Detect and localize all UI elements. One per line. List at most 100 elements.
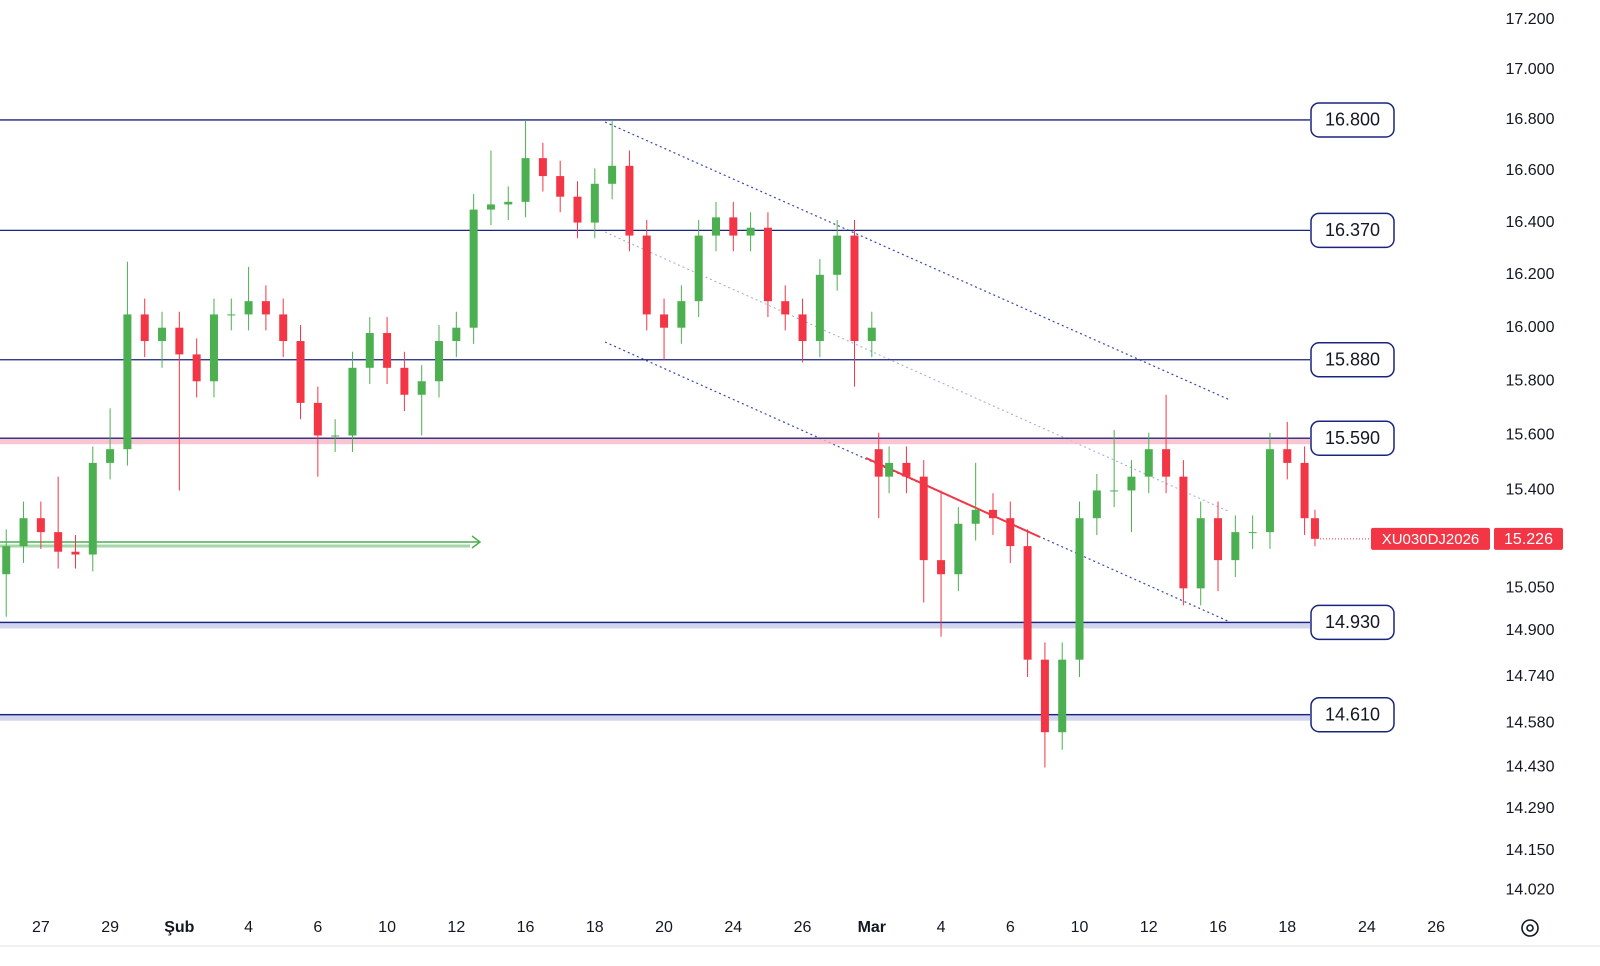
candle-body bbox=[227, 314, 236, 316]
candle-body bbox=[590, 183, 599, 223]
candle-body bbox=[867, 327, 876, 342]
candle-body bbox=[296, 341, 305, 403]
x-tick-label: Şub bbox=[164, 919, 194, 936]
x-tick-label: 26 bbox=[794, 919, 812, 936]
x-tick-label: 16 bbox=[517, 919, 535, 936]
candle-body bbox=[885, 462, 894, 477]
y-tick-label: 14.290 bbox=[1506, 800, 1555, 817]
settings-ring bbox=[1521, 919, 1539, 937]
symbol-box bbox=[1371, 527, 1490, 550]
candle-body bbox=[608, 165, 617, 184]
candle-body bbox=[1040, 659, 1049, 733]
x-tick-label: 12 bbox=[447, 919, 465, 936]
x-tick-label: 27 bbox=[32, 919, 50, 936]
candle-body bbox=[88, 462, 97, 555]
candle-body bbox=[261, 301, 270, 315]
y-tick-label: 15.400 bbox=[1506, 482, 1555, 499]
candle-body bbox=[1058, 659, 1067, 733]
candle-body bbox=[244, 301, 253, 315]
level-label-box bbox=[1310, 342, 1395, 378]
settings-hub bbox=[1526, 924, 1534, 932]
candle-body bbox=[71, 551, 80, 555]
y-tick-label: 16.200 bbox=[1506, 266, 1555, 283]
candle-body bbox=[971, 509, 980, 524]
candle-body bbox=[365, 333, 374, 368]
x-tick-label: 16 bbox=[1209, 919, 1227, 936]
level-label: 15.590 bbox=[1325, 428, 1380, 448]
level-band bbox=[0, 713, 1310, 721]
x-tick-label: 29 bbox=[101, 919, 119, 936]
x-tick-label: 10 bbox=[378, 919, 396, 936]
y-tick-label: 16.000 bbox=[1506, 319, 1555, 336]
x-tick-label: Mar bbox=[858, 919, 886, 936]
candle-body bbox=[1144, 449, 1153, 477]
level-label-box bbox=[1310, 696, 1395, 733]
y-tick-label: 14.900 bbox=[1506, 622, 1555, 639]
candle-body bbox=[798, 314, 807, 342]
last-price-box bbox=[1494, 527, 1563, 550]
candle-body bbox=[331, 435, 340, 437]
x-tick-label: 18 bbox=[1278, 919, 1296, 936]
candle-body bbox=[1231, 532, 1240, 561]
x-tick-label: 26 bbox=[1427, 919, 1445, 936]
level-label: 15.880 bbox=[1325, 350, 1380, 370]
y-tick-label: 14.020 bbox=[1506, 881, 1555, 898]
candle-body bbox=[2, 546, 11, 575]
candle-body bbox=[521, 158, 530, 202]
candle-body bbox=[313, 402, 322, 436]
channel-mid bbox=[604, 231, 1231, 513]
y-tick-label: 15.050 bbox=[1506, 580, 1555, 597]
candle-body bbox=[954, 523, 963, 575]
y-tick-label: 14.150 bbox=[1506, 842, 1555, 859]
level-label-box bbox=[1310, 420, 1395, 456]
y-tick-label: 15.800 bbox=[1506, 372, 1555, 389]
x-tick-label: 6 bbox=[1006, 919, 1015, 936]
level-band bbox=[0, 437, 1310, 445]
candle-body bbox=[919, 476, 928, 561]
candle-body bbox=[1092, 490, 1101, 519]
level-label-box bbox=[1310, 604, 1395, 641]
y-tick-label: 14.740 bbox=[1506, 668, 1555, 685]
level-label-box bbox=[1310, 212, 1395, 249]
candle-body bbox=[106, 449, 115, 463]
x-tick-label: 12 bbox=[1140, 919, 1158, 936]
y-tick-label: 16.600 bbox=[1506, 162, 1555, 179]
candle-body bbox=[556, 176, 565, 197]
candle-body bbox=[435, 341, 444, 382]
candle-body bbox=[1162, 449, 1171, 477]
x-tick-label: 18 bbox=[586, 919, 604, 936]
candle-body bbox=[1127, 476, 1136, 491]
y-tick-label: 17.000 bbox=[1506, 61, 1555, 78]
candle-body bbox=[1283, 449, 1292, 463]
channel-lower bbox=[604, 341, 1231, 623]
candle-body bbox=[400, 367, 409, 395]
candle-body bbox=[54, 532, 63, 552]
candle-body bbox=[988, 509, 997, 519]
candle-body bbox=[1214, 518, 1223, 561]
candle-body bbox=[538, 158, 547, 177]
green-arrow-head bbox=[471, 535, 482, 549]
y-tick-label: 16.800 bbox=[1506, 111, 1555, 128]
level-label: 16.370 bbox=[1325, 220, 1380, 240]
candle-body bbox=[1023, 546, 1032, 660]
x-tick-label: 4 bbox=[937, 919, 946, 936]
candle-body bbox=[781, 301, 790, 315]
candle-body bbox=[19, 518, 28, 547]
candle-body bbox=[1006, 518, 1015, 547]
candle-body bbox=[123, 314, 132, 450]
candle-body bbox=[1265, 449, 1274, 533]
candle-body bbox=[209, 314, 218, 382]
candle-body bbox=[1075, 518, 1084, 660]
candle-body bbox=[504, 201, 513, 205]
candle-body bbox=[573, 196, 582, 223]
candle-body bbox=[1179, 476, 1188, 589]
candle-body bbox=[417, 381, 426, 395]
x-tick-label: 24 bbox=[724, 919, 742, 936]
candle-body bbox=[642, 235, 651, 315]
settings-icon[interactable] bbox=[1521, 919, 1539, 937]
candle-body bbox=[694, 235, 703, 302]
candle-body bbox=[746, 227, 755, 236]
candle-body bbox=[833, 235, 842, 275]
